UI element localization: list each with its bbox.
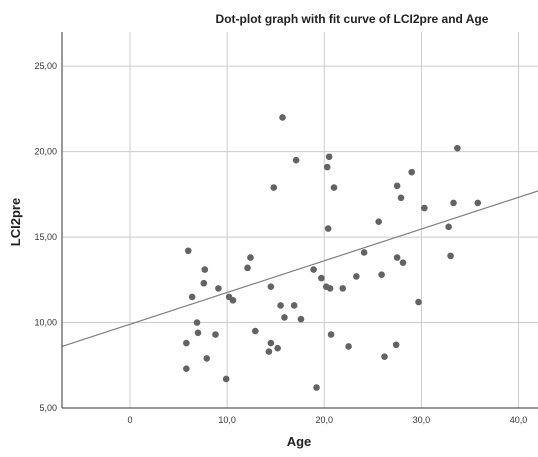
data-point <box>184 247 192 255</box>
data-point <box>324 225 332 232</box>
y-tick-label: 10,00 <box>34 318 57 328</box>
data-point <box>360 249 368 256</box>
data-point <box>203 355 211 362</box>
y-tick-label: 25,00 <box>34 61 57 71</box>
data-point <box>183 365 190 372</box>
data-point <box>454 144 461 152</box>
data-point <box>353 273 360 280</box>
data-point <box>290 302 298 309</box>
chart-title: Dot-plot graph with fit curve of LCI2pre… <box>216 12 489 26</box>
data-point <box>450 199 457 207</box>
data-point <box>188 293 196 301</box>
data-point <box>292 156 300 164</box>
data-point <box>345 343 352 350</box>
data-point <box>183 339 190 347</box>
x-tick-label: 10,0 <box>218 415 236 425</box>
data-point <box>277 302 284 309</box>
data-point <box>310 266 317 273</box>
data-point <box>445 223 452 231</box>
data-point <box>397 194 405 202</box>
data-point <box>330 184 338 191</box>
data-point <box>297 315 305 323</box>
data-point <box>474 199 482 207</box>
data-point <box>327 331 335 338</box>
data-point <box>247 254 254 261</box>
data-point <box>229 297 237 304</box>
data-point <box>193 319 201 326</box>
x-tick-label: 0 <box>127 415 132 425</box>
data-point <box>265 348 273 355</box>
y-tick-label: 20,00 <box>34 147 57 157</box>
data-point <box>194 329 202 337</box>
fit-curve-layer <box>61 190 538 348</box>
data-point <box>421 204 428 212</box>
data-point <box>267 283 275 290</box>
axes <box>61 32 538 409</box>
data-point <box>252 327 259 335</box>
data-point <box>408 168 416 176</box>
data-point <box>279 114 286 121</box>
data-point <box>393 254 401 261</box>
data-point <box>201 266 209 273</box>
data-point <box>375 218 382 226</box>
x-tick-label: 40,0 <box>510 415 528 425</box>
data-point <box>222 375 230 383</box>
data-point <box>270 184 278 191</box>
data-point <box>381 353 388 361</box>
y-tick-label: 5,00 <box>39 403 57 413</box>
data-point <box>392 341 400 349</box>
data-point <box>323 163 331 171</box>
x-axis-label: Age <box>287 434 312 449</box>
y-tick-labels: 5,00 10,00 15,00 20,00 25,00 <box>34 61 57 413</box>
y-tick-label: 15,00 <box>34 232 57 242</box>
data-point <box>447 252 454 260</box>
data-point <box>212 331 219 338</box>
fit-curve <box>61 190 538 348</box>
y-axis-label: LCI2pre <box>8 198 23 246</box>
data-point <box>281 314 288 321</box>
data-point <box>274 344 281 352</box>
data-point <box>399 259 407 267</box>
x-tick-label: 20,0 <box>316 415 334 425</box>
data-point <box>244 264 251 272</box>
data-point <box>267 339 275 347</box>
data-point <box>313 384 320 391</box>
data-point <box>215 285 222 292</box>
data-point <box>339 285 347 292</box>
x-tick-labels: 0 10,0 20,0 30,0 40,0 <box>127 415 527 425</box>
data-point <box>318 274 325 282</box>
data-point <box>378 271 385 278</box>
data-point <box>393 182 401 190</box>
data-point <box>326 285 334 292</box>
data-points <box>183 114 482 391</box>
data-point <box>415 298 422 306</box>
data-point <box>200 279 208 287</box>
x-tick-label: 30,0 <box>413 415 431 425</box>
data-point <box>325 153 333 161</box>
